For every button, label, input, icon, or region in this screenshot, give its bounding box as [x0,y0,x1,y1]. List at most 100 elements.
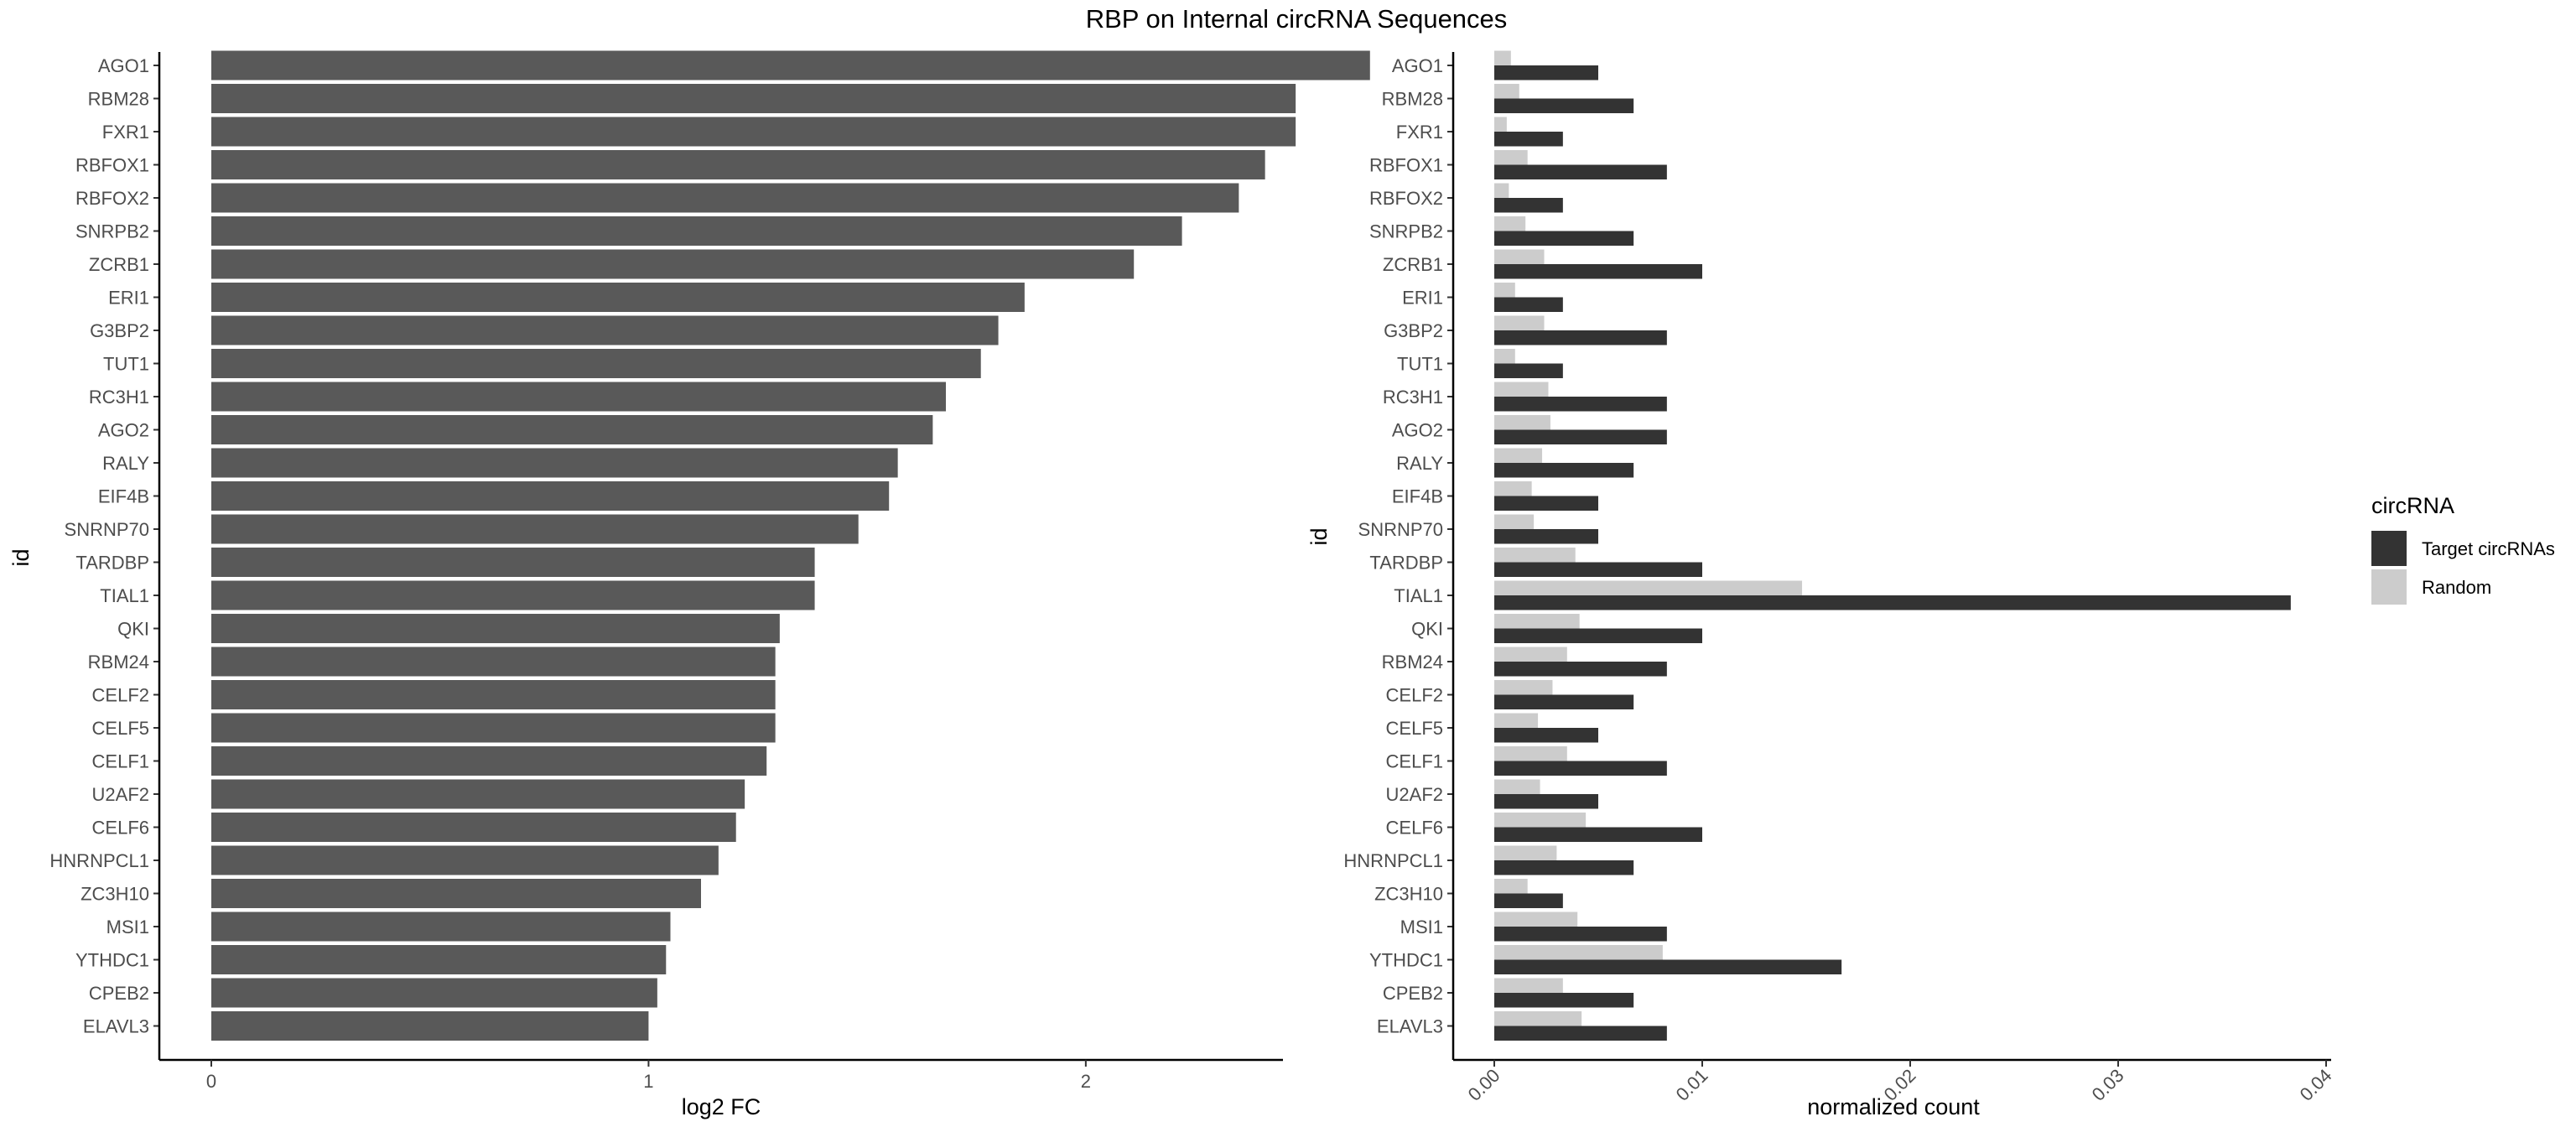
legend-swatch-target [2371,531,2407,566]
y-tick-label: G3BP2 [1384,320,1443,341]
y-tick-label: TARDBP [75,553,149,574]
legend-label-random: Random [2422,577,2491,598]
y-tick-label: CELF2 [92,685,149,706]
bar-random-hnrnpcl1 [1494,845,1557,860]
y-tick-label: ELAVL3 [83,1016,149,1037]
x-tick-label: 1 [643,1071,653,1092]
bar-snrnp70 [211,514,859,544]
bar-target-celf1 [1494,761,1667,776]
x-tick-label: 2 [1081,1071,1091,1092]
y-tick-label: CELF5 [92,718,149,739]
y-tick-label: YTHDC1 [1369,950,1443,971]
bar-random-zc3h10 [1494,879,1528,894]
y-tick-label: HNRNPCL1 [1343,850,1443,871]
bar-tardbp [211,548,815,577]
y-tick-label: CPEB2 [89,983,149,1004]
bar-ago1 [211,50,1370,80]
bar-random-rbm28 [1494,84,1519,99]
y-tick-label: HNRNPCL1 [49,850,149,871]
legend-label-target: Target circRNAs [2422,538,2555,559]
y-axis-title: id [8,548,34,566]
y-tick-label: U2AF2 [92,784,149,805]
bar-target-tardbp [1494,562,1702,577]
bar-target-rbfox2 [1494,198,1563,213]
y-tick-label: ERI1 [108,288,149,309]
x-axis-title: normalized count [1807,1094,1980,1119]
bar-target-rbm24 [1494,662,1667,677]
y-tick-label: RBFOX2 [75,188,149,209]
y-tick-label: RC3H1 [1383,387,1443,408]
bar-target-fxr1 [1494,132,1563,147]
bar-random-celf6 [1494,813,1587,828]
y-tick-label: CELF1 [1386,751,1443,772]
legend: circRNA Target circRNAs Random [2371,493,2555,605]
y-tick-label: EIF4B [1392,486,1443,507]
y-tick-label: TUT1 [1397,354,1443,375]
bar-target-raly [1494,463,1634,478]
bar-target-rbfox1 [1494,164,1667,179]
bar-random-u2af2 [1494,779,1540,794]
bar-hnrnpcl1 [211,845,719,875]
y-tick-label: TIAL1 [100,585,149,606]
bar-random-ago2 [1494,415,1550,430]
y-tick-label: ERI1 [1402,288,1443,309]
bar-target-eri1 [1494,297,1563,312]
y-tick-label: CPEB2 [1383,983,1443,1004]
bar-rbm24 [211,647,776,677]
y-tick-label: SNRNP70 [1358,519,1443,540]
bar-target-zcrb1 [1494,264,1702,279]
legend-swatch-random [2371,569,2407,605]
y-tick-label: SNRPB2 [75,221,149,242]
y-tick-label: RALY [1396,453,1443,474]
x-tick-label: 0.04 [2296,1065,2336,1105]
y-tick-label: QKI [117,619,149,640]
y-tick-label: AGO1 [98,55,149,76]
y-tick-label: RC3H1 [89,387,149,408]
y-tick-label: ELAVL3 [1377,1016,1443,1037]
y-tick-label: TARDBP [1369,553,1443,574]
y-tick-label: RBM28 [1382,89,1443,110]
bar-random-rc3h1 [1494,382,1549,397]
bar-random-snrnp70 [1494,514,1535,529]
bar-target-ago1 [1494,65,1598,80]
bar-qki [211,614,780,643]
bar-target-celf6 [1494,827,1702,842]
bar-target-ago2 [1494,429,1667,444]
y-tick-label: RALY [102,453,149,474]
bar-target-rc3h1 [1494,397,1667,412]
bar-random-qki [1494,614,1580,629]
y-tick-label: RBM24 [88,652,149,673]
y-tick-label: RBFOX2 [1369,188,1443,209]
y-tick-label: MSI1 [1400,917,1443,937]
y-tick-label: CELF5 [1386,718,1443,739]
x-tick-label: 0.00 [1464,1065,1504,1105]
y-tick-label: ZCRB1 [89,254,149,275]
bar-target-celf5 [1494,728,1598,743]
normalized-count-panel: AGO1 RBM28 FXR1 RBFOX1 RBFOX2 SNRPB2 ZCRB1 ERI1… [1306,50,2336,1119]
y-tick-label: CELF6 [92,818,149,839]
bar-ago2 [211,415,933,444]
bar-target-celf2 [1494,694,1634,709]
bar-random-celf5 [1494,713,1539,728]
bar-target-tial1 [1494,595,2291,610]
bar-u2af2 [211,779,745,809]
bar-target-tut1 [1494,363,1563,378]
y-tick-label: FXR1 [1396,122,1443,143]
bar-celf5 [211,713,776,743]
bar-random-g3bp2 [1494,315,1545,330]
y-tick-label: EIF4B [98,486,149,507]
bar-target-snrnp70 [1494,529,1598,544]
bar-celf1 [211,746,767,776]
bar-random-rbfox2 [1494,183,1509,198]
bar-random-zcrb1 [1494,249,1545,264]
bar-target-eif4b [1494,496,1598,511]
bar-target-snrpb2 [1494,231,1634,246]
y-tick-label: RBM28 [88,89,149,110]
bar-elavl3 [211,1011,649,1041]
bar-tut1 [211,349,981,378]
x-tick-label: 0.03 [2088,1065,2128,1105]
y-tick-label: U2AF2 [1386,784,1443,805]
bar-random-rbfox1 [1494,150,1528,165]
bar-random-raly [1494,448,1543,463]
y-tick-label: AGO2 [98,420,149,441]
